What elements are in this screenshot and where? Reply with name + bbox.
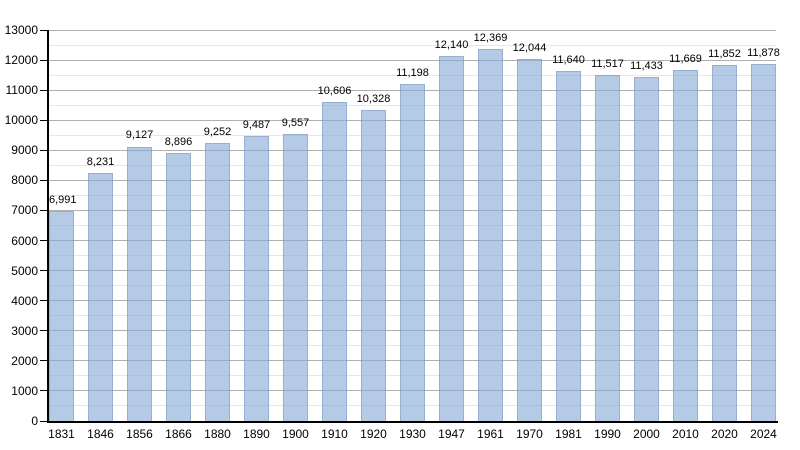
y-axis-tick — [40, 59, 47, 61]
y-tick-label: 10000 — [4, 113, 38, 128]
x-tick-label-1900: 1900 — [282, 427, 309, 441]
x-tick-label-1831: 1831 — [48, 427, 75, 441]
x-tick-label-1930: 1930 — [399, 427, 426, 441]
y-tick-label: 2000 — [11, 353, 38, 368]
bar-value-label: 9,252 — [203, 125, 232, 138]
y-axis-tick — [40, 330, 47, 332]
y-tick-label: 1000 — [11, 383, 38, 398]
bar-1947 — [439, 55, 464, 421]
bar-value-label: 10,606 — [317, 85, 352, 97]
x-tick-label-1856: 1856 — [126, 427, 153, 441]
bar-1831 — [49, 210, 74, 421]
bar-1890 — [244, 135, 269, 421]
bar-value-label: 11,433 — [630, 60, 663, 73]
x-tick-label-1880: 1880 — [204, 427, 231, 441]
bar-1920 — [361, 110, 386, 421]
x-tick-label-1846: 1846 — [87, 427, 114, 441]
y-axis-tick — [40, 360, 47, 362]
y-axis-tick — [40, 149, 47, 151]
bar-value-label: 12,044 — [512, 41, 547, 54]
bar-value-label: 8,896 — [164, 136, 193, 149]
y-axis-tick — [40, 300, 47, 302]
bar-1846 — [88, 173, 113, 421]
major-gridline — [49, 30, 776, 31]
y-tick-label: 0 — [31, 414, 38, 428]
bar-1961 — [478, 48, 503, 421]
y-axis-tick — [40, 420, 47, 422]
bar-2000 — [634, 77, 659, 421]
y-axis-tick — [40, 240, 47, 242]
minor-gridline — [49, 44, 776, 46]
y-axis-tick — [40, 89, 47, 91]
bar-value-label: 9,487 — [242, 118, 271, 131]
bar-value-label: 11,517 — [591, 57, 624, 70]
y-tick-label: 6000 — [11, 233, 38, 248]
bar-value-label: 10,328 — [356, 93, 391, 106]
x-tick-label-1981: 1981 — [555, 427, 582, 441]
y-tick-label: 9000 — [11, 143, 38, 158]
y-tick-label: 7000 — [11, 203, 38, 218]
x-axis-line — [47, 421, 778, 423]
y-axis-tick — [40, 209, 47, 211]
y-axis-tick — [40, 179, 47, 181]
bar-1970 — [517, 58, 542, 421]
bar-value-label: 12,369 — [473, 31, 508, 44]
major-gridline — [49, 59, 776, 61]
y-tick-label: 3000 — [11, 323, 38, 338]
y-axis-tick — [40, 119, 47, 121]
bar-1930 — [400, 84, 425, 421]
x-tick-label-2010: 2010 — [672, 427, 699, 441]
bar-value-label: 11,852 — [708, 47, 741, 60]
y-tick-label: 13000 — [4, 23, 38, 37]
bar-value-label: 12,140 — [434, 38, 469, 51]
bar-value-label: 8,231 — [86, 156, 115, 169]
bar-value-label: 9,557 — [281, 116, 310, 129]
y-axis-tick — [40, 29, 47, 31]
x-tick-label-1890: 1890 — [243, 427, 270, 441]
y-axis-tick — [40, 390, 47, 392]
x-tick-label-2024: 2024 — [750, 427, 777, 441]
y-tick-label: 8000 — [11, 173, 38, 188]
plot-area — [49, 30, 776, 421]
x-tick-label-2020: 2020 — [711, 427, 738, 441]
y-tick-label: 5000 — [11, 263, 38, 278]
bar-1900 — [283, 133, 308, 421]
x-tick-label-1947: 1947 — [438, 427, 465, 441]
x-tick-label-2000: 2000 — [633, 427, 660, 441]
bar-1866 — [166, 153, 191, 421]
bar-value-label: 6,991 — [49, 193, 77, 206]
minor-gridline — [49, 74, 776, 76]
bar-value-label: 11,878 — [747, 46, 780, 59]
bar-1910 — [322, 102, 347, 421]
bar-value-label: 11,640 — [552, 53, 585, 66]
y-tick-label: 12000 — [4, 53, 38, 68]
x-tick-label-1910: 1910 — [321, 427, 348, 441]
bar-1981 — [556, 70, 581, 421]
bar-value-label: 11,669 — [669, 53, 702, 66]
y-axis-tick — [40, 270, 47, 272]
x-tick-label-1961: 1961 — [477, 427, 504, 441]
x-tick-label-1920: 1920 — [360, 427, 387, 441]
x-tick-label-1866: 1866 — [165, 427, 192, 441]
bar-1880 — [205, 142, 230, 421]
bar-2010 — [673, 70, 698, 421]
bar-2024 — [751, 63, 776, 421]
bar-1990 — [595, 74, 620, 421]
bar-2020 — [712, 64, 737, 421]
bar-value-label: 9,127 — [125, 129, 154, 142]
x-tick-label-1990: 1990 — [594, 427, 621, 441]
x-tick-label-1970: 1970 — [516, 427, 543, 441]
bar-1856 — [127, 146, 152, 421]
y-tick-label: 11000 — [5, 83, 38, 98]
y-axis-line — [47, 30, 49, 422]
bar-value-label: 11,198 — [396, 67, 429, 80]
y-tick-label: 4000 — [11, 293, 38, 308]
